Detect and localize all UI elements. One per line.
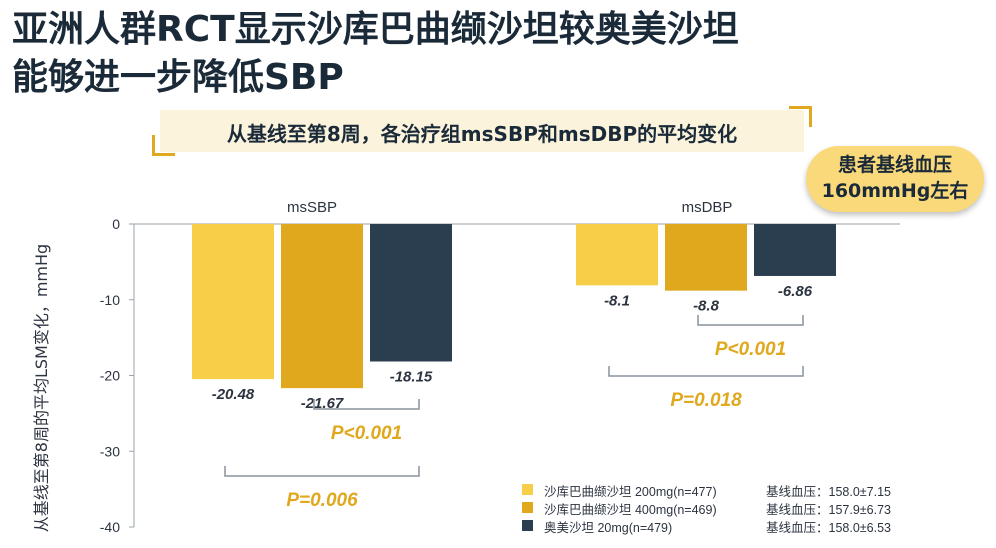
badge-line-1: 患者基线血压 — [837, 154, 952, 176]
title-line-2: 能够进一步降低SBP — [12, 57, 344, 98]
subtitle-text: 从基线至第8周，各治疗组msSBP和msDBP的平均变化 — [226, 122, 738, 146]
legend-baseline: 基线血压：157.9±6.73 — [766, 503, 891, 517]
legend-swatch-sac200 — [522, 484, 533, 495]
comparison-bracket — [697, 315, 804, 326]
category-label: msSBP — [287, 199, 337, 216]
category-label: msDBP — [682, 199, 733, 216]
comparison-bracket — [224, 466, 420, 477]
bar — [370, 224, 452, 362]
legend-item-sac400: 沙库巴曲缬沙坦 400mg(n=469) 基线血压：157.9±6.73 — [522, 499, 922, 517]
legend-label: 沙库巴曲缬沙坦 400mg(n=469) — [544, 503, 717, 517]
legend-item-olm20: 奥美沙坦 20mg(n=479) 基线血压：158.0±6.53 — [522, 517, 922, 535]
bar — [192, 224, 274, 380]
y-tick-label: -20 — [100, 368, 120, 384]
bar — [665, 224, 747, 291]
legend-swatch-sac400 — [522, 502, 533, 513]
legend-label: 沙库巴曲缬沙坦 200mg(n=477) — [544, 485, 717, 499]
subtitle-background — [160, 110, 804, 152]
title-line-1: 亚洲人群RCT显示沙库巴曲缬沙坦较奥美沙坦 — [12, 9, 739, 50]
p-value-label: P=0.018 — [670, 390, 742, 411]
p-value-label: P<0.001 — [331, 423, 402, 444]
page-title: 亚洲人群RCT显示沙库巴曲缬沙坦较奥美沙坦 能够进一步降低SBP — [12, 6, 739, 102]
comparison-bracket — [313, 399, 420, 410]
chart-subtitle: 从基线至第8周，各治疗组msSBP和msDBP的平均变化 — [152, 106, 812, 156]
y-tick-label: -10 — [100, 292, 120, 308]
bracket-top-right — [789, 106, 812, 127]
y-tick-label: -40 — [100, 519, 120, 535]
data-label: -8.1 — [604, 292, 630, 309]
legend-swatch-olm20 — [522, 520, 533, 531]
p-value-label: P=0.006 — [286, 490, 358, 511]
bar — [281, 224, 363, 389]
legend-baseline: 基线血压：158.0±7.15 — [766, 485, 891, 499]
bar — [576, 224, 658, 286]
y-tick-label: 0 — [112, 216, 120, 232]
legend-label: 奥美沙坦 20mg(n=479) — [544, 521, 673, 535]
legend-baseline: 基线血压：158.0±6.53 — [766, 521, 891, 535]
bar — [754, 224, 836, 276]
legend-item-sac200: 沙库巴曲缬沙坦 200mg(n=477) 基线血压：158.0±7.15 — [522, 481, 922, 499]
baseline-bp-badge: 患者基线血压 160mmHg左右 — [806, 146, 984, 212]
data-label: -20.48 — [212, 386, 255, 403]
p-value-label: P<0.001 — [715, 339, 786, 360]
comparison-bracket — [608, 366, 804, 377]
data-label: -18.15 — [390, 368, 433, 385]
legend: 沙库巴曲缬沙坦 200mg(n=477) 基线血压：158.0±7.15 沙库巴… — [522, 481, 922, 535]
data-label: -21.67 — [301, 395, 344, 412]
y-tick-label: -30 — [100, 443, 120, 459]
data-label: -8.8 — [693, 298, 720, 315]
data-label: -6.86 — [778, 283, 813, 300]
badge-line-2: 160mmHg左右 — [821, 180, 969, 202]
bracket-bottom-left — [152, 135, 175, 156]
